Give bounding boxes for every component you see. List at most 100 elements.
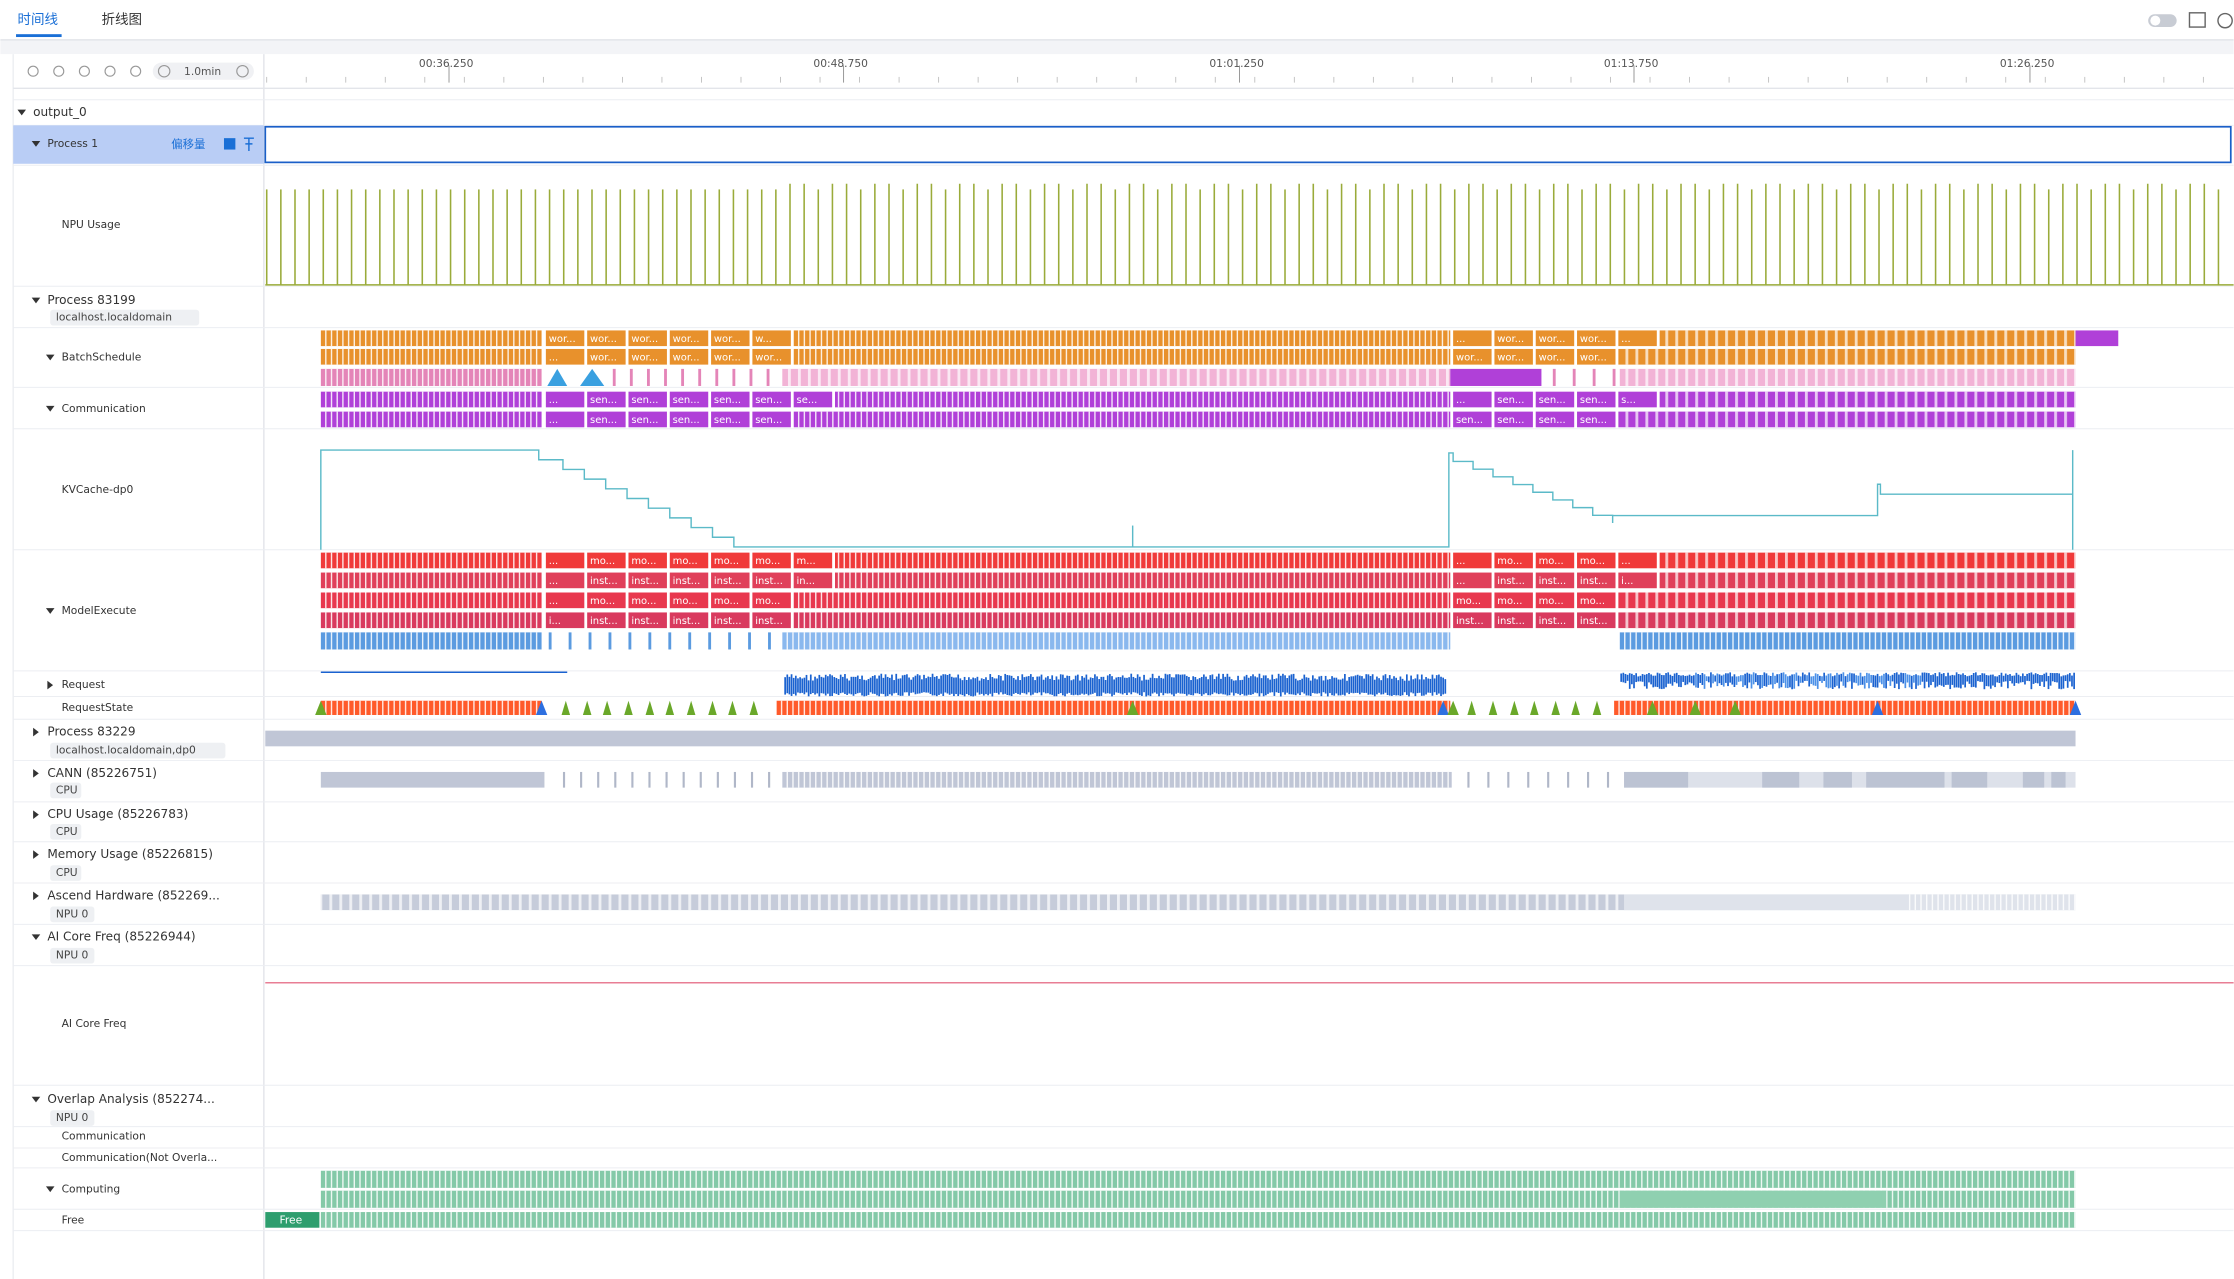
slice: [669, 552, 709, 569]
cann-slice: [631, 771, 634, 788]
expand-arrow[interactable]: [31, 297, 41, 304]
tree-label[interactable]: Overlap Analysis (852274...: [47, 1092, 214, 1106]
cann-slice: [580, 771, 583, 788]
expand-arrow[interactable]: [45, 1186, 55, 1193]
state-marker: [1530, 700, 1539, 715]
toolbar-icon[interactable]: [130, 65, 142, 77]
slice: [1453, 411, 1492, 428]
slice-stripes: [320, 572, 542, 589]
expand-arrow[interactable]: [33, 727, 39, 737]
slice: [1577, 592, 1616, 609]
tree-label[interactable]: BatchSchedule: [62, 350, 142, 363]
tree-label[interactable]: Communication: [62, 402, 146, 415]
layout-icon[interactable]: [2188, 12, 2206, 28]
tree-label[interactable]: Free: [62, 1214, 85, 1227]
toolbar-icon[interactable]: [78, 65, 90, 77]
tree-label[interactable]: Request: [62, 678, 105, 691]
slice: [664, 368, 667, 386]
slice-label: sen...: [590, 395, 617, 406]
toolbar-icon[interactable]: [53, 65, 65, 77]
slice-label: sen...: [755, 415, 782, 426]
expand-arrow[interactable]: [31, 934, 41, 941]
cann-slice: [648, 771, 651, 788]
slice-label: inst...: [673, 576, 701, 587]
tree-label[interactable]: CPU Usage (85226783): [47, 807, 188, 821]
expand-arrow[interactable]: [33, 850, 39, 859]
slice: [669, 572, 709, 589]
help-icon[interactable]: [2217, 12, 2233, 29]
tree-label[interactable]: CANN (85226751): [47, 766, 157, 780]
expand-arrow[interactable]: [31, 1096, 41, 1103]
offset-checkbox[interactable]: [223, 138, 236, 150]
toolbar-icon[interactable]: [104, 65, 116, 77]
tree-label[interactable]: Ascend Hardware (852269...: [47, 888, 220, 902]
tree-label[interactable]: AI Core Freq (85226944): [47, 930, 195, 944]
slice-label: ...: [549, 395, 559, 406]
slice-label: inst...: [755, 616, 783, 627]
slice-label: sen...: [590, 415, 617, 426]
state-marker: [1689, 700, 1701, 715]
state-marker: [708, 700, 717, 715]
expand-arrow[interactable]: [45, 405, 55, 412]
tree-label[interactable]: Communication: [62, 1130, 146, 1143]
slice: [1535, 572, 1575, 589]
slice-stripes: [793, 348, 1451, 365]
tree-label[interactable]: Process 83229: [47, 725, 135, 739]
slice-label: sen...: [673, 415, 700, 426]
slice: [1535, 552, 1575, 569]
tree-label[interactable]: AI Core Freq: [62, 1017, 127, 1030]
slice-label: wor...: [549, 334, 576, 345]
state-marker: [728, 700, 737, 715]
state-marker: [1437, 700, 1449, 715]
slice-stripes: [1618, 592, 2076, 609]
slice: [711, 330, 750, 347]
expand-arrow[interactable]: [33, 891, 39, 901]
slice-stripes: [834, 391, 1451, 408]
slice: [1494, 612, 1533, 629]
tree-label[interactable]: ModelExecute: [62, 604, 137, 617]
expand-arrow[interactable]: [31, 141, 41, 147]
tab[interactable]: 折线图: [101, 12, 142, 28]
tree-label[interactable]: NPU Usage: [62, 218, 121, 231]
tab[interactable]: 时间线: [17, 12, 58, 28]
slice: [711, 612, 750, 629]
tree-label[interactable]: output_0: [33, 105, 87, 119]
tree-label[interactable]: Communication(Not Overla...: [62, 1151, 218, 1164]
slice: [1535, 391, 1575, 408]
slice: [1535, 411, 1575, 428]
tree-label[interactable]: RequestState: [62, 701, 134, 714]
cann-slice: [1507, 771, 1510, 788]
expand-arrow[interactable]: [47, 680, 54, 690]
slice: [1535, 612, 1575, 629]
expand-arrow[interactable]: [17, 109, 27, 116]
tree-label[interactable]: Process 83199: [47, 293, 135, 307]
tree-label[interactable]: Computing: [62, 1182, 121, 1195]
slice-label: mo...: [714, 596, 739, 607]
slice-label: wor...: [714, 352, 741, 363]
expand-arrow[interactable]: [45, 354, 55, 361]
tree-label[interactable]: Memory Usage (85226815): [47, 847, 213, 861]
slice: [629, 368, 633, 386]
expand-arrow[interactable]: [33, 810, 39, 819]
slice: [768, 632, 771, 650]
state-marker: [2069, 700, 2082, 715]
zoom-in[interactable]: [236, 64, 249, 78]
slice: [587, 391, 626, 408]
pin-icon[interactable]: [243, 137, 254, 151]
zoom-out[interactable]: [157, 64, 171, 78]
tree-label[interactable]: Process 1: [47, 137, 98, 150]
slice-label: inst...: [1580, 576, 1608, 587]
slice: [1577, 330, 1616, 347]
slice-label: s...: [1621, 395, 1636, 406]
slice: [628, 572, 667, 589]
tree-sublabel-box: [50, 1110, 95, 1126]
expand-arrow[interactable]: [45, 608, 55, 614]
slice-label: mo...: [1497, 596, 1522, 607]
slice-stripes: [782, 368, 1451, 386]
toolbar-icon[interactable]: [27, 65, 39, 77]
tree-label[interactable]: KVCache-dp0: [62, 483, 134, 496]
expand-arrow[interactable]: [33, 769, 39, 778]
slice: [545, 552, 585, 569]
state-marker: [1551, 700, 1560, 715]
